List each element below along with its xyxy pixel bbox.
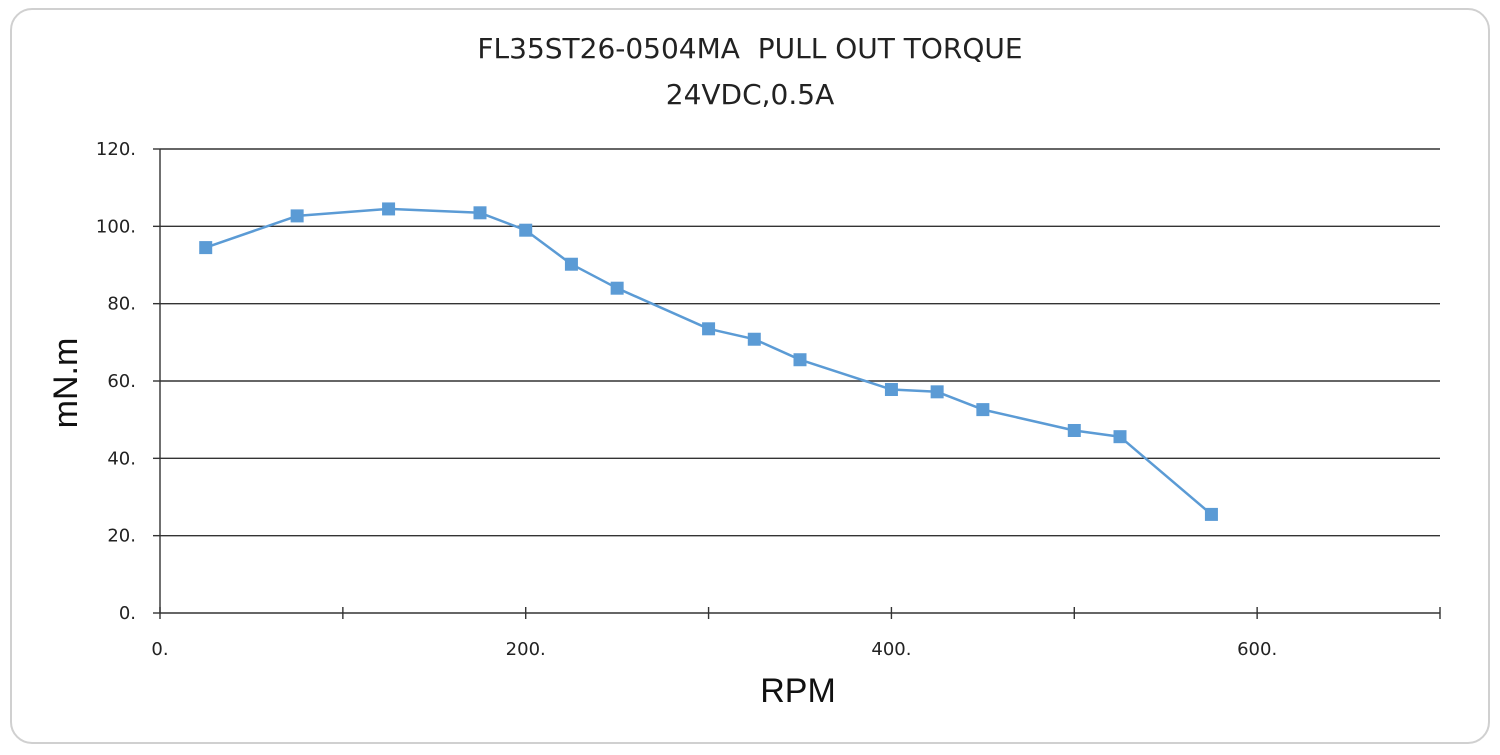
data-point <box>199 241 213 255</box>
x-axis-title: RPM <box>760 672 836 710</box>
data-point <box>793 353 807 367</box>
y-tick-label: 120. <box>96 139 136 160</box>
y-tick-label: 20. <box>107 526 136 547</box>
chart-frame <box>10 8 1490 744</box>
y-tick-label: 60. <box>107 371 136 392</box>
chart-subtitle: 24VDC,0.5A <box>665 78 835 111</box>
data-point <box>1204 507 1218 521</box>
data-point <box>930 385 944 399</box>
data-point <box>747 332 761 346</box>
data-point <box>473 206 487 220</box>
y-tick-label: 40. <box>107 448 136 469</box>
series-line <box>205 207 1213 516</box>
data-point <box>564 257 578 271</box>
data-point <box>382 202 396 216</box>
x-tick-label: 200. <box>506 639 546 660</box>
y-tick-label: 80. <box>107 294 136 315</box>
y-tick-label: 100. <box>96 216 136 237</box>
y-axis-title: mN.m <box>47 338 85 429</box>
data-point <box>1067 423 1081 437</box>
data-point <box>290 209 304 223</box>
series <box>199 202 1218 521</box>
data-point <box>610 281 624 295</box>
tick-labels: 0. 20. 40. 60. 80. 100. 120. 0. 200. 400. 600. <box>96 139 1277 660</box>
data-point <box>884 383 898 397</box>
y-tick-label: 0. <box>119 603 136 624</box>
data-point <box>976 403 990 417</box>
chart-title: FL35ST26-0504MA PULL OUT TORQUE <box>477 32 1023 65</box>
data-point <box>519 223 533 237</box>
data-point <box>702 322 716 336</box>
axes <box>153 148 1441 619</box>
gridlines <box>160 148 1440 537</box>
x-tick-label: 0. <box>151 639 168 660</box>
data-point <box>1113 430 1127 444</box>
x-tick-label: 400. <box>871 639 911 660</box>
x-tick-label: 600. <box>1237 639 1277 660</box>
